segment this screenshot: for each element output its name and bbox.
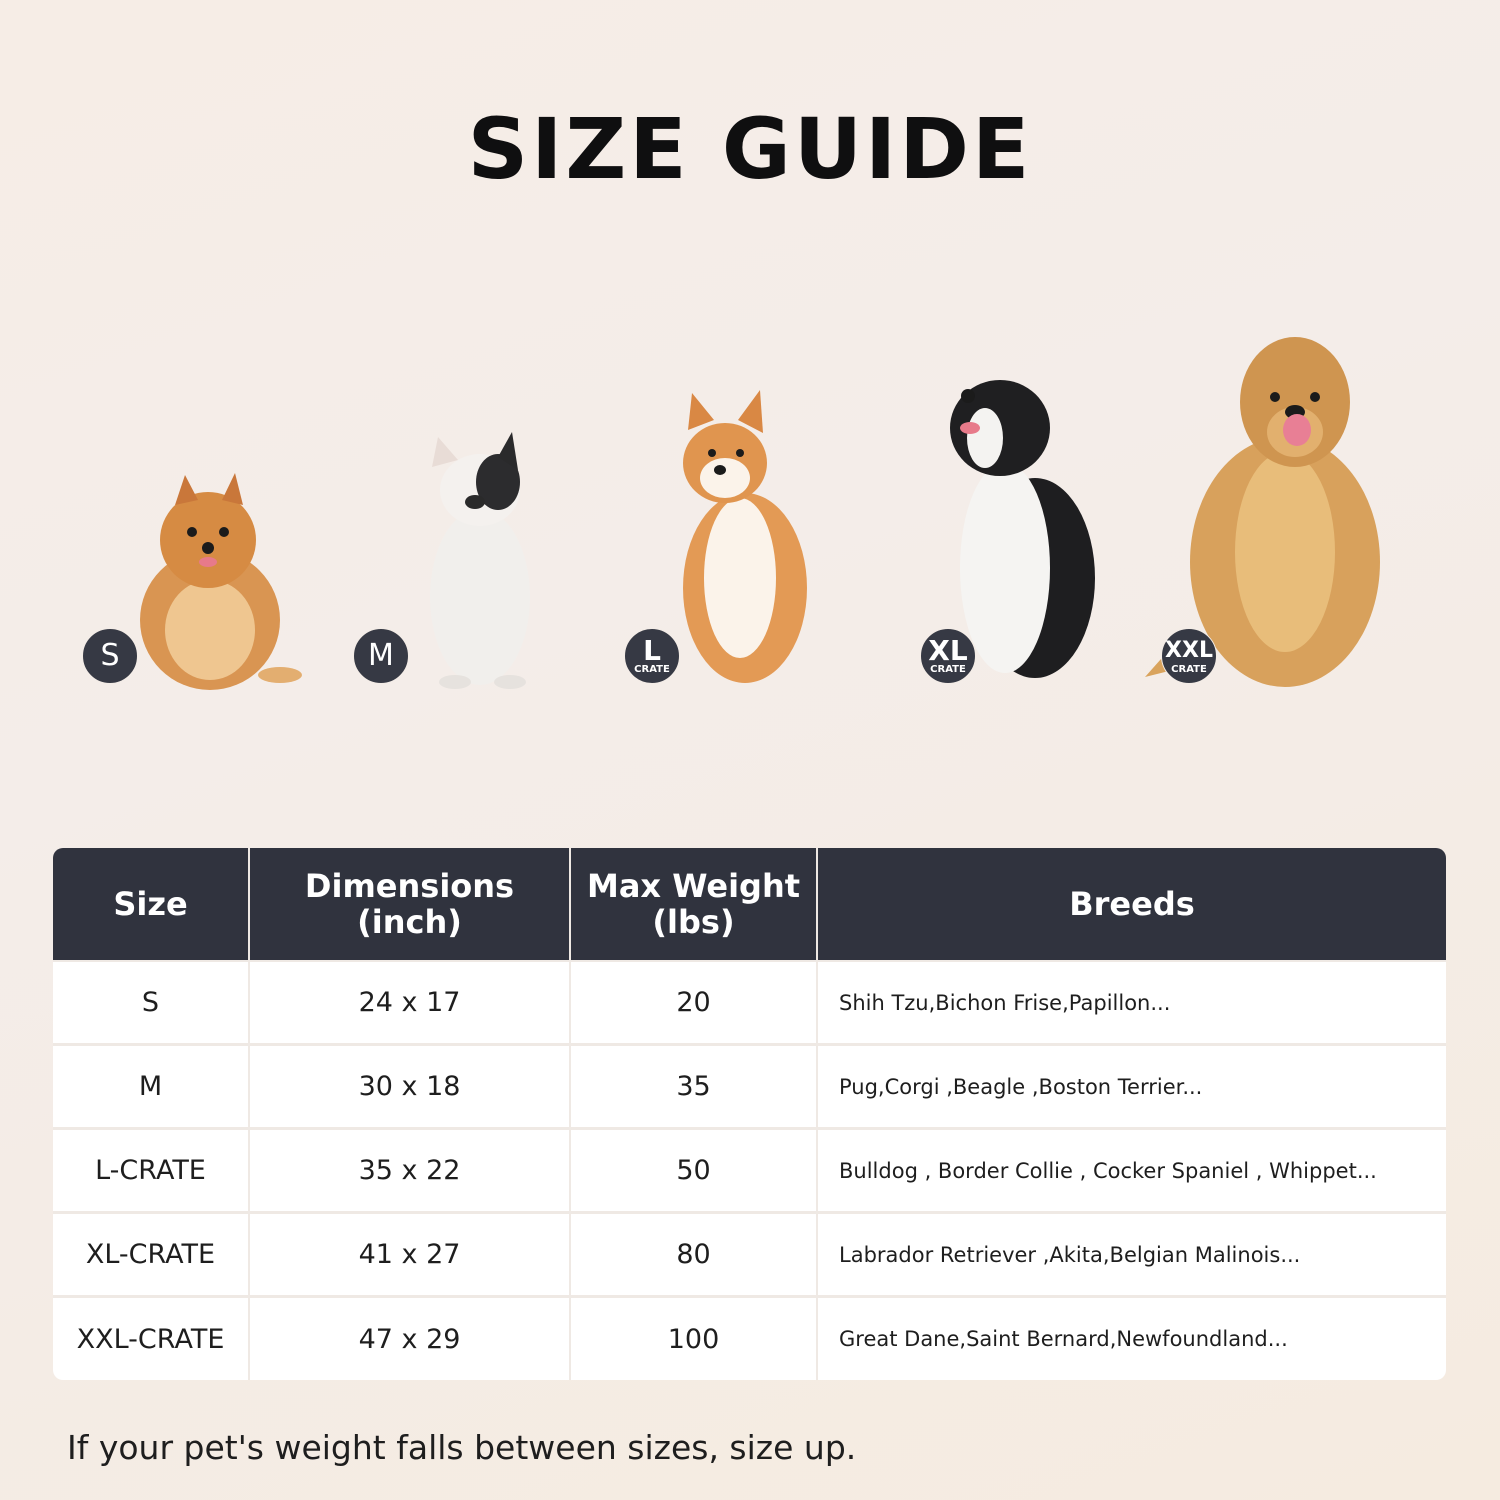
size-badge-l-crate: L CRATE <box>624 628 680 684</box>
cell-dimensions: 35 x 22 <box>250 1130 569 1211</box>
badge-label: M <box>368 638 394 673</box>
pomeranian-image <box>140 473 302 690</box>
shiba-inu-image <box>683 390 807 683</box>
cell-size: L-CRATE <box>53 1130 248 1211</box>
cell-size: XXL-CRATE <box>53 1298 248 1380</box>
french-bulldog-image <box>430 432 530 689</box>
cell-breeds: Great Dane,Saint Bernard,Newfoundland... <box>818 1298 1446 1380</box>
cell-max-weight: 80 <box>571 1214 816 1295</box>
header-breeds: Breeds <box>818 848 1446 960</box>
cell-breeds: Bulldog , Border Collie , Cocker Spaniel… <box>818 1130 1446 1211</box>
cell-max-weight: 35 <box>571 1046 816 1127</box>
golden-retriever-image <box>1145 337 1380 687</box>
cell-size: XL-CRATE <box>53 1214 248 1295</box>
badge-label: S <box>100 638 120 673</box>
badge-sublabel: CRATE <box>1171 663 1207 675</box>
cell-max-weight: 50 <box>571 1130 816 1211</box>
cell-size: S <box>53 962 248 1043</box>
sizing-note: If your pet's weight falls between sizes… <box>67 1428 857 1467</box>
size-badge-m: M <box>353 628 409 684</box>
size-table: Size Dimensions (inch) Max Weight (lbs) … <box>53 848 1446 1380</box>
cell-size: M <box>53 1046 248 1127</box>
cell-dimensions: 47 x 29 <box>250 1298 569 1380</box>
size-badge-xxl-crate: XXL CRATE <box>1161 628 1217 684</box>
badge-label: XXL <box>1165 637 1213 663</box>
header-max-weight: Max Weight (lbs) <box>571 848 816 960</box>
size-badge-xl-crate: XL CRATE <box>920 628 976 684</box>
cell-dimensions: 41 x 27 <box>250 1214 569 1295</box>
cell-dimensions: 30 x 18 <box>250 1046 569 1127</box>
header-dimensions: Dimensions (inch) <box>250 848 569 960</box>
header-size: Size <box>53 848 248 960</box>
cell-max-weight: 100 <box>571 1298 816 1380</box>
cell-breeds: Labrador Retriever ,Akita,Belgian Malino… <box>818 1214 1446 1295</box>
cell-max-weight: 20 <box>571 962 816 1043</box>
badge-sublabel: CRATE <box>634 663 670 675</box>
badge-label: L <box>643 633 661 667</box>
page-title: SIZE GUIDE <box>467 100 1033 198</box>
cell-dimensions: 24 x 17 <box>250 962 569 1043</box>
border-collie-image <box>950 380 1095 678</box>
table-header-row: Size Dimensions (inch) Max Weight (lbs) … <box>53 848 1446 960</box>
cell-breeds: Shih Tzu,Bichon Frise,Papillon... <box>818 962 1446 1043</box>
badge-sublabel: CRATE <box>930 663 966 675</box>
size-badge-s: S <box>82 628 138 684</box>
cell-breeds: Pug,Corgi ,Beagle ,Boston Terrier... <box>818 1046 1446 1127</box>
badge-label: XL <box>928 633 968 667</box>
